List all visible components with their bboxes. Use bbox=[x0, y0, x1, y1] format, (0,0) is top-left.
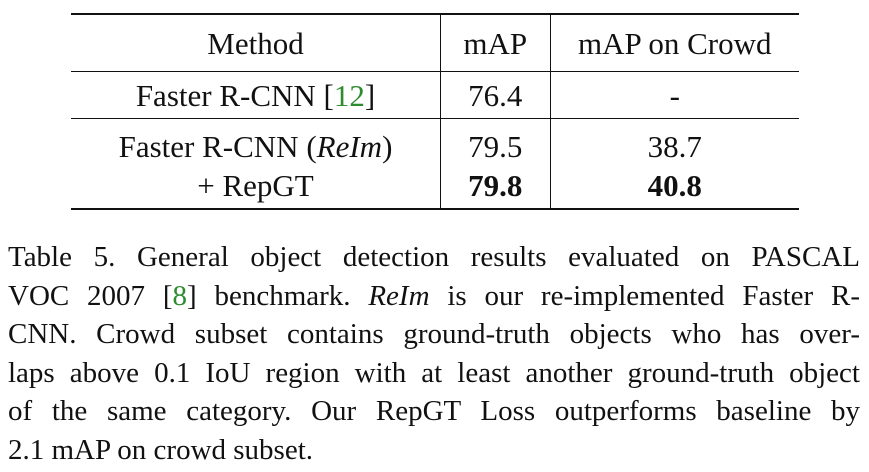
row3-map: 79.8 bbox=[440, 162, 551, 210]
table-row: + RepGT 79.8 40.8 bbox=[71, 162, 799, 210]
row2-method: Faster R-CNN (ReIm) bbox=[71, 119, 441, 164]
caption-line: of the same category. Our RepGT Loss out… bbox=[8, 395, 860, 427]
row2-method-prefix: Faster R-CNN ( bbox=[118, 129, 317, 164]
table-header-row: Method mAP mAP on Crowd bbox=[71, 13, 799, 72]
row1-crowd: - bbox=[549, 71, 799, 119]
row2-method-italic: ReIm bbox=[316, 129, 383, 164]
caption-line: laps above 0.1 IoU region with at least … bbox=[8, 356, 860, 389]
row1-method: Faster R-CNN [12] bbox=[71, 71, 441, 119]
header-map-crowd: mAP on Crowd bbox=[549, 13, 799, 72]
row1-map: 76.4 bbox=[440, 71, 551, 119]
row2-crowd: 38.7 bbox=[549, 118, 799, 162]
row1-method-prefix: Faster R-CNN [ bbox=[135, 77, 334, 113]
caption-line: Table 5. General object detection result… bbox=[8, 241, 860, 273]
results-table: Method mAP mAP on Crowd Faster R-CNN [12… bbox=[71, 13, 799, 210]
caption-text: ] benchmark. bbox=[187, 279, 369, 312]
header-method: Method bbox=[71, 13, 441, 72]
caption-line: VOC 2007 [8] benchmark. ReIm is our re-i… bbox=[8, 277, 860, 316]
caption-line: 2.1 mAP on crowd subset. bbox=[8, 433, 314, 466]
row3-method: + RepGT bbox=[71, 162, 441, 210]
table-caption: Table 5. General object detection result… bbox=[8, 238, 860, 469]
row2-method-suffix: ) bbox=[382, 129, 393, 164]
row3-crowd: 40.8 bbox=[549, 162, 799, 210]
row2-map: 79.5 bbox=[440, 118, 551, 162]
citation-link[interactable]: 12 bbox=[333, 77, 365, 113]
citation-link[interactable]: 8 bbox=[172, 279, 188, 312]
row1-method-suffix: ] bbox=[364, 77, 376, 113]
caption-text: is our re-implemented Faster R- bbox=[429, 279, 860, 312]
results-table-container: Method mAP mAP on Crowd Faster R-CNN [12… bbox=[71, 13, 799, 210]
table-row: Faster R-CNN (ReIm) 79.5 38.7 bbox=[71, 118, 799, 164]
table-row: Faster R-CNN [12] 76.4 - bbox=[71, 71, 799, 119]
caption-text: VOC 2007 [ bbox=[8, 279, 173, 312]
caption-italic: ReIm bbox=[368, 279, 430, 312]
caption-line: CNN. Crowd subset contains ground-truth … bbox=[8, 318, 860, 350]
header-map: mAP bbox=[440, 13, 551, 72]
